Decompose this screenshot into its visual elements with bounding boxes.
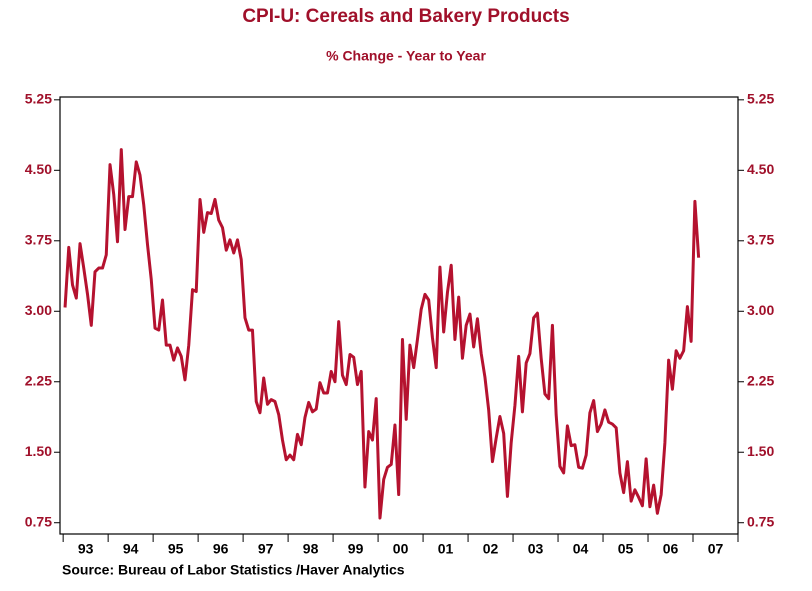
y-tick-label: 4.50 (25, 161, 52, 177)
x-tick-label: 01 (438, 541, 454, 557)
y2-tick-label: 0.75 (747, 513, 774, 529)
x-tick-label: 02 (483, 541, 499, 557)
y-tick-label: 5.25 (25, 91, 52, 107)
y-tick-label: 2.25 (25, 372, 52, 388)
y2-tick-label: 3.75 (747, 231, 774, 247)
y2-tick-label: 1.50 (747, 443, 774, 459)
x-tick-label: 99 (348, 541, 364, 557)
x-tick-label: 07 (708, 541, 724, 557)
x-tick-label: 96 (213, 541, 229, 557)
y2-tick-label: 5.25 (747, 91, 774, 107)
y-tick-label: 3.00 (25, 302, 52, 318)
x-tick-label: 98 (303, 541, 319, 557)
y2-tick-label: 4.50 (747, 161, 774, 177)
chart-subtitle: % Change - Year to Year (326, 48, 486, 64)
source-note: Source: Bureau of Labor Statistics /Have… (62, 562, 405, 578)
x-tick-label: 04 (573, 541, 589, 557)
plot-frame (59, 96, 739, 535)
data-line (63, 148, 701, 520)
x-tick-label: 93 (78, 541, 94, 557)
y-tick-label: 3.75 (25, 231, 52, 247)
x-tick-label: 03 (528, 541, 544, 557)
x-tick-label: 97 (258, 541, 274, 557)
x-tick-label: 00 (393, 541, 409, 557)
x-tick-label: 06 (663, 541, 679, 557)
x-tick-label: 95 (168, 541, 184, 557)
x-tick-label: 05 (618, 541, 634, 557)
x-tick-label: 94 (123, 541, 139, 557)
chart-title: CPI-U: Cereals and Bakery Products (242, 6, 569, 27)
y2-tick-label: 2.25 (747, 372, 774, 388)
y-tick-label: 1.50 (25, 443, 52, 459)
y2-tick-label: 3.00 (747, 302, 774, 318)
y-tick-label: 0.75 (25, 513, 52, 529)
